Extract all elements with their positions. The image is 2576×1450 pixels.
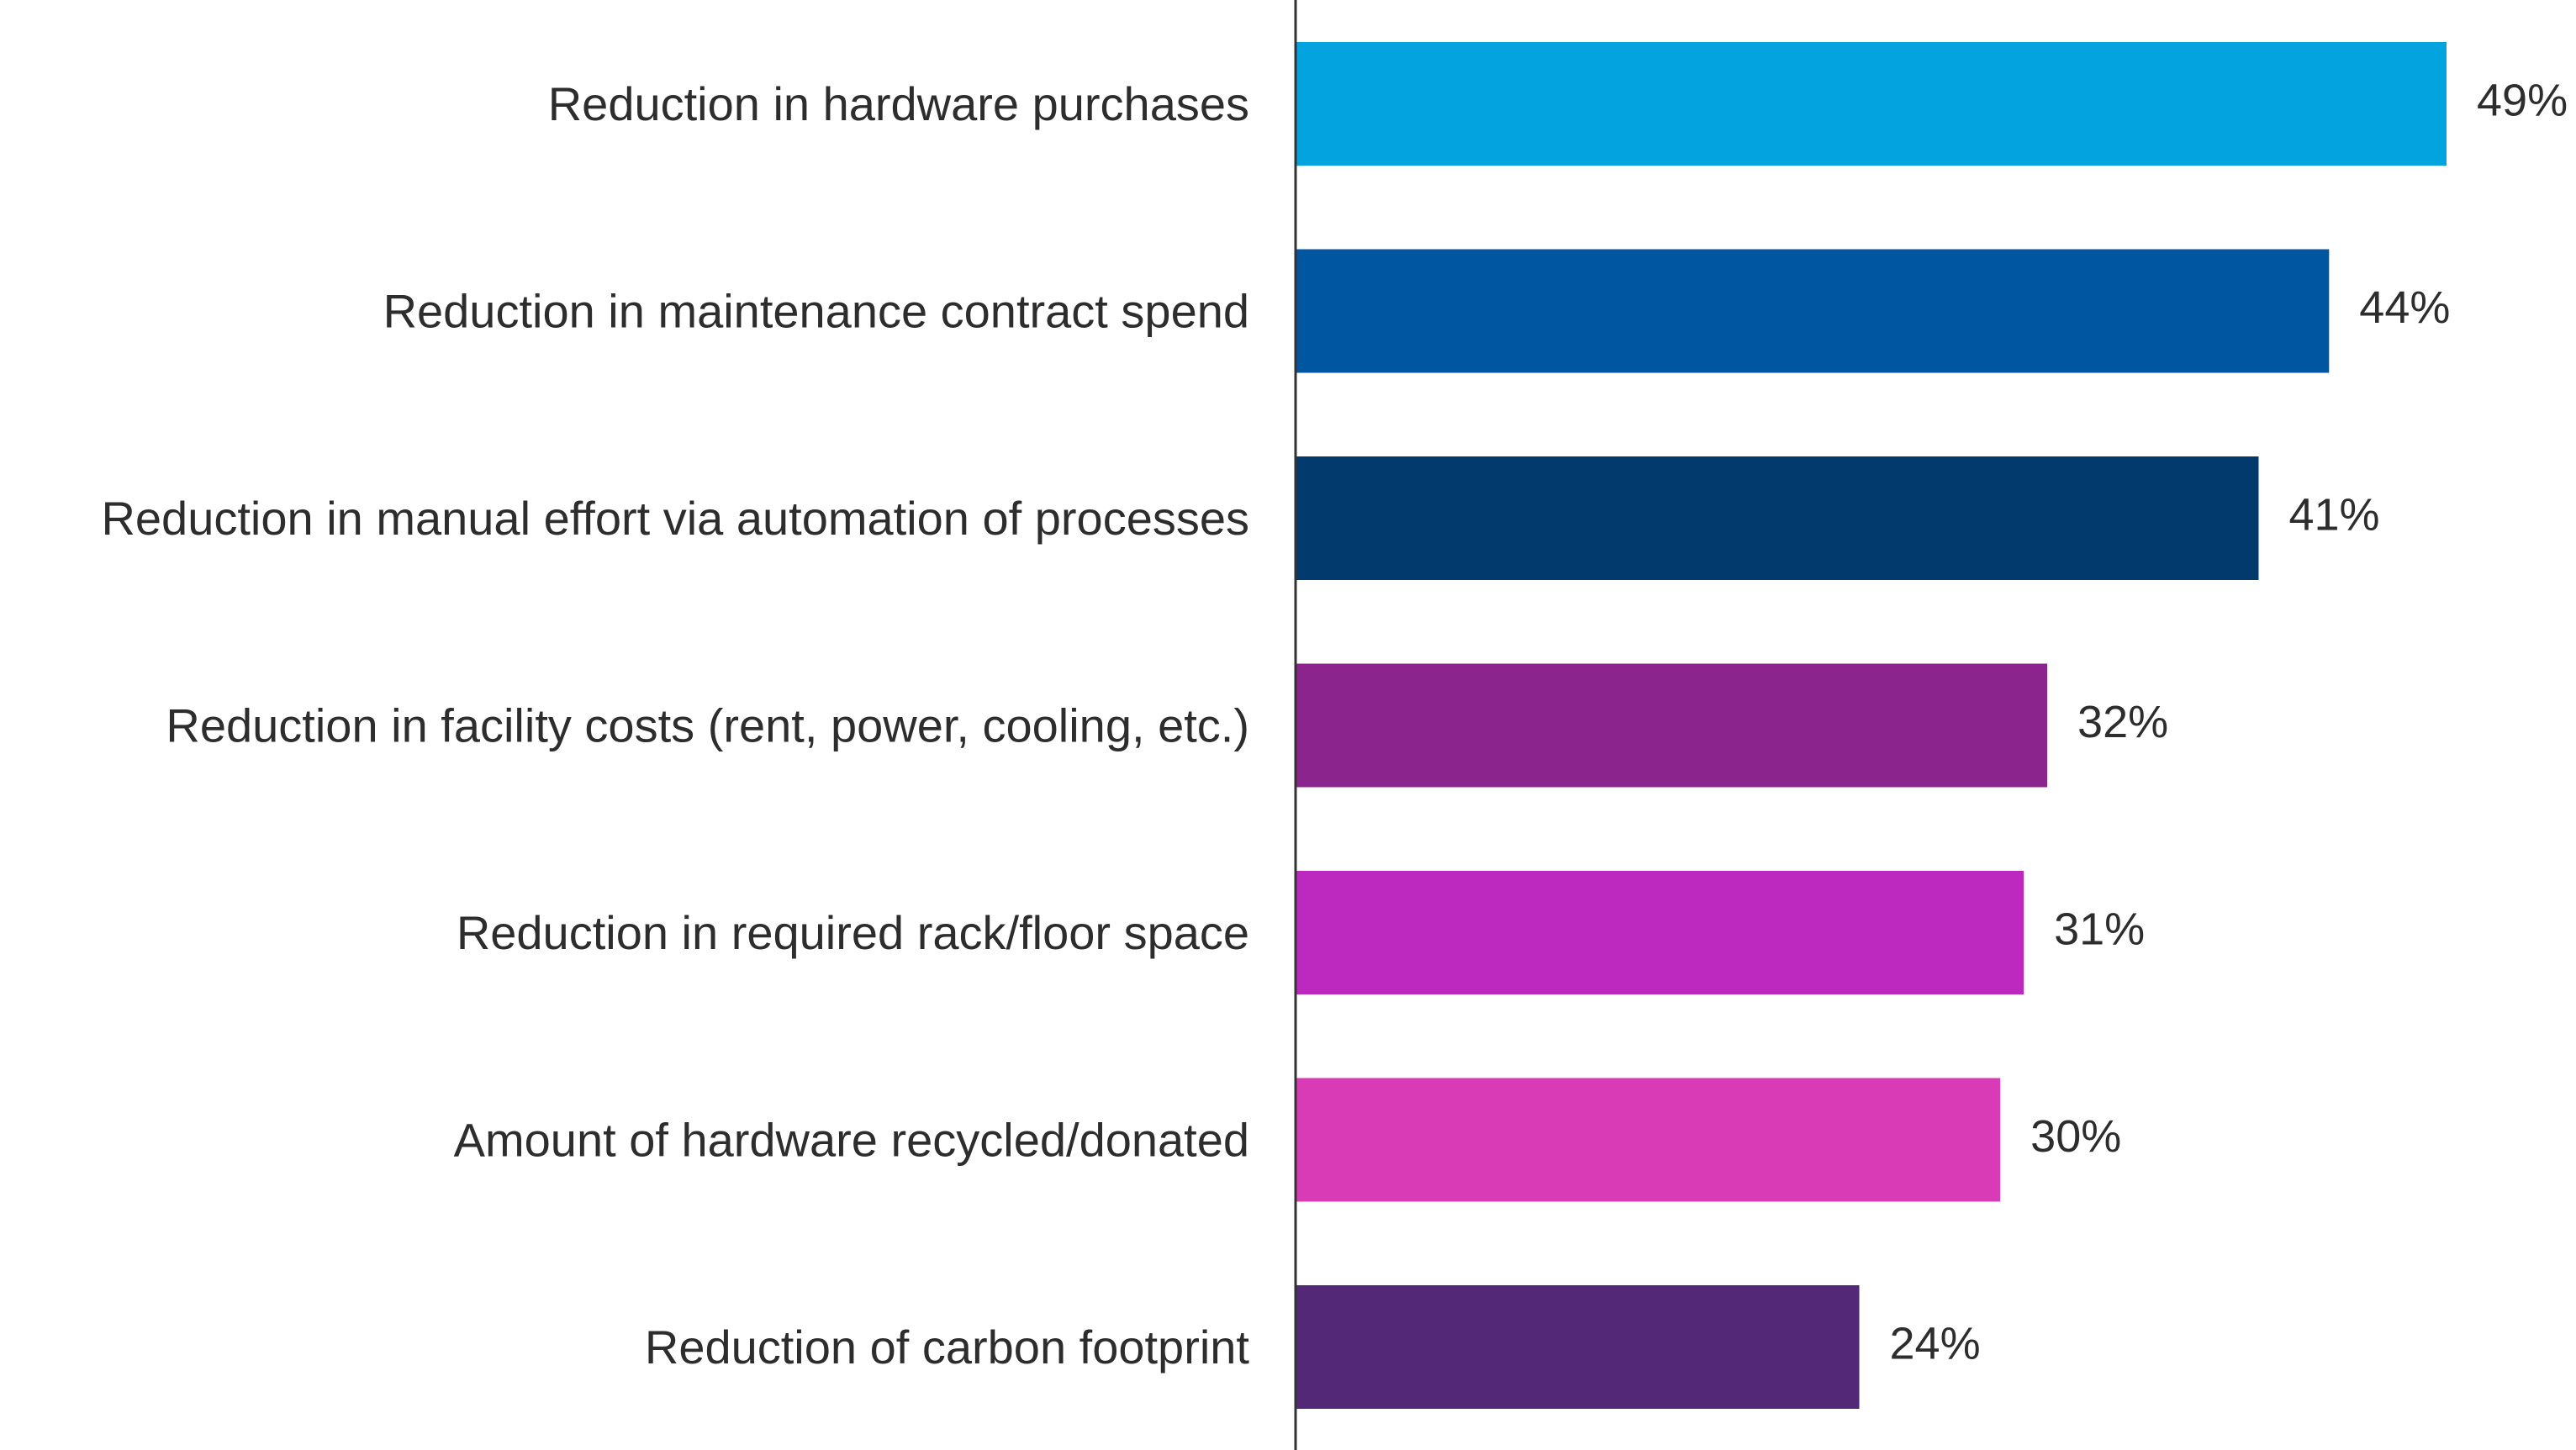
category-label: Reduction in hardware purchases [548, 77, 1249, 130]
value-label: 49% [2477, 76, 2568, 126]
value-label: 31% [2054, 904, 2145, 955]
category-label: Reduction in required rack/floor space [457, 906, 1249, 959]
category-label: Reduction in maintenance contract spend [383, 285, 1249, 338]
value-labels: 49% 44% 41% 32% 31% 30% 24% [1890, 76, 2568, 1369]
value-label: 30% [2030, 1111, 2121, 1162]
category-label: Reduction in facility costs (rent, power… [166, 699, 1249, 752]
value-label: 41% [2288, 490, 2379, 540]
category-label: Amount of hardware recycled/donated [454, 1114, 1249, 1167]
bars [1296, 42, 2447, 1409]
value-label: 44% [2359, 282, 2450, 333]
bar [1296, 663, 2048, 788]
value-label: 24% [1890, 1319, 1981, 1369]
bar [1296, 456, 2259, 580]
category-labels: Reduction in hardware purchases Reduction… [101, 77, 1249, 1374]
value-label: 32% [2077, 697, 2168, 747]
category-label: Reduction in manual effort via automatio… [101, 492, 1249, 545]
bar [1296, 1078, 2001, 1202]
bar [1296, 249, 2330, 373]
bar [1296, 871, 2024, 994]
bar [1296, 1285, 1860, 1409]
bar [1296, 42, 2447, 166]
category-label: Reduction of carbon footprint [645, 1321, 1250, 1374]
